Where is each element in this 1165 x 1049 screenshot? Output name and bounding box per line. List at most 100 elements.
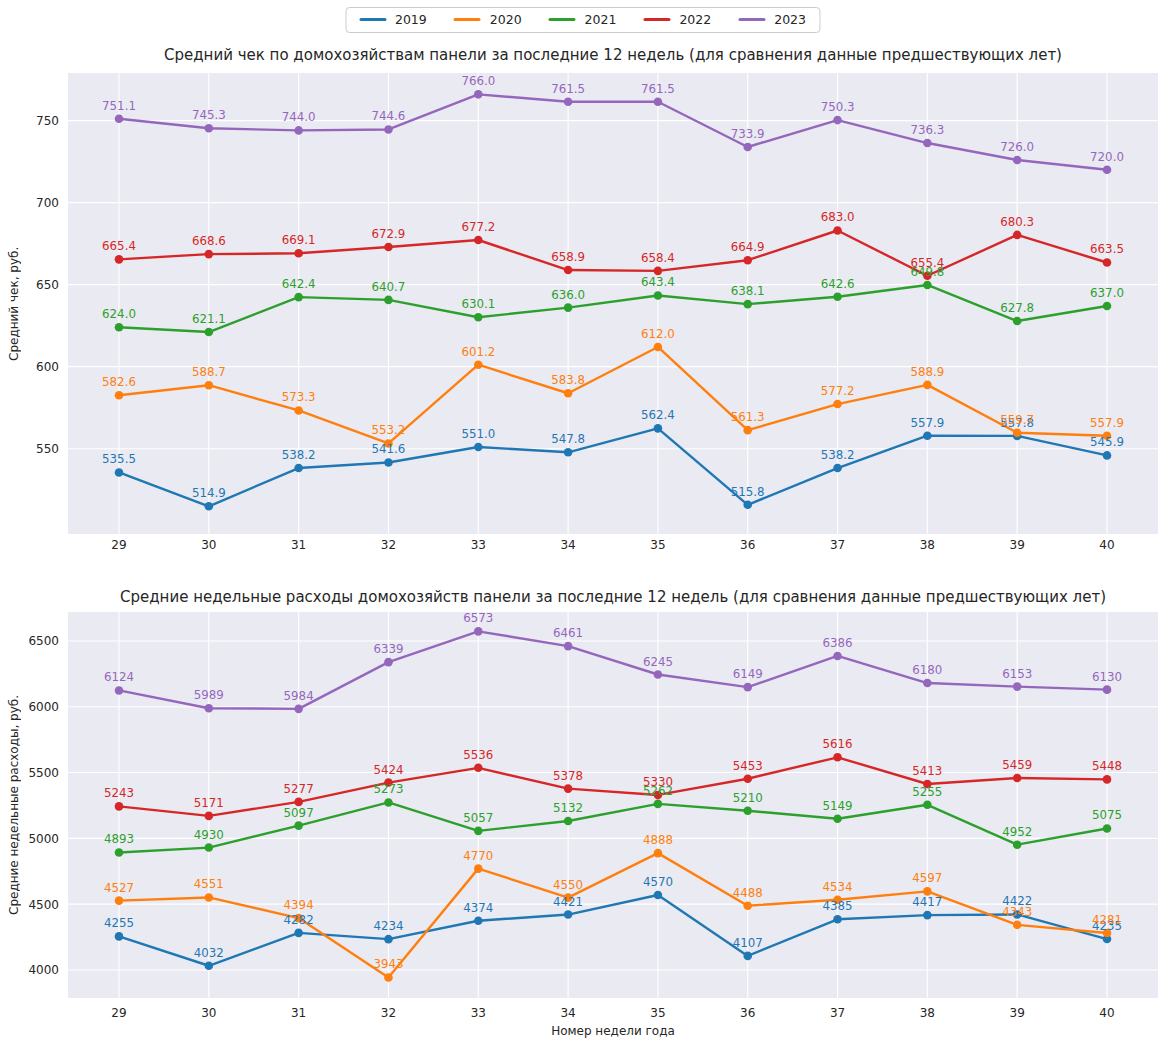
svg-text:4421: 4421 (553, 895, 583, 909)
svg-text:553.2: 553.2 (372, 423, 406, 437)
svg-text:573.3: 573.3 (282, 390, 316, 404)
svg-text:621.1: 621.1 (192, 312, 226, 326)
svg-text:5057: 5057 (463, 811, 493, 825)
svg-text:726.0: 726.0 (1000, 140, 1034, 154)
svg-text:6000: 6000 (28, 700, 59, 714)
svg-text:4550: 4550 (553, 878, 583, 892)
svg-text:31: 31 (291, 1006, 306, 1020)
legend-line-swatch (454, 18, 481, 21)
svg-text:664.9: 664.9 (731, 240, 765, 254)
chart2-title: Средние недельные расходы домохозяйств п… (68, 588, 1158, 606)
svg-text:557.9: 557.9 (1090, 416, 1124, 430)
svg-text:5171: 5171 (194, 796, 224, 810)
svg-text:514.9: 514.9 (192, 486, 226, 500)
svg-text:582.6: 582.6 (102, 375, 136, 389)
svg-text:3943: 3943 (373, 957, 403, 971)
svg-text:5097: 5097 (284, 806, 314, 820)
svg-text:750.3: 750.3 (821, 100, 855, 114)
svg-text:5616: 5616 (823, 737, 853, 751)
svg-text:640.7: 640.7 (372, 280, 406, 294)
svg-text:30: 30 (201, 1006, 216, 1020)
svg-text:761.5: 761.5 (551, 82, 585, 96)
svg-text:672.9: 672.9 (372, 227, 406, 241)
svg-text:642.6: 642.6 (821, 277, 855, 291)
svg-text:630.1: 630.1 (461, 297, 495, 311)
svg-text:627.8: 627.8 (1000, 301, 1034, 315)
svg-text:5243: 5243 (104, 786, 134, 800)
legend-item-2023: 2023 (738, 13, 806, 27)
svg-text:538.2: 538.2 (282, 448, 316, 462)
svg-text:557.9: 557.9 (910, 416, 944, 430)
svg-text:650: 650 (36, 278, 59, 292)
svg-text:643.4: 643.4 (641, 275, 675, 289)
svg-text:37: 37 (830, 1006, 845, 1020)
svg-text:36: 36 (740, 538, 755, 552)
svg-text:5424: 5424 (373, 763, 403, 777)
svg-text:37: 37 (830, 538, 845, 552)
legend-line-swatch (643, 18, 670, 21)
svg-text:4930: 4930 (194, 828, 224, 842)
x-tick-labels: 293031323334353637383940 (111, 538, 1114, 552)
plot-area (68, 73, 1158, 534)
svg-text:541.6: 541.6 (372, 442, 406, 456)
svg-text:5459: 5459 (1002, 758, 1032, 772)
svg-text:744.0: 744.0 (282, 110, 316, 124)
svg-text:4488: 4488 (733, 886, 763, 900)
chart1-title: Средний чек по домохозяйствам панели за … (68, 46, 1158, 64)
svg-text:30: 30 (201, 538, 216, 552)
svg-text:4534: 4534 (823, 880, 853, 894)
svg-text:5413: 5413 (912, 764, 942, 778)
svg-text:4000: 4000 (28, 963, 59, 977)
svg-text:29: 29 (111, 538, 126, 552)
svg-text:4417: 4417 (912, 895, 942, 909)
svg-text:665.4: 665.4 (102, 239, 136, 253)
svg-text:4374: 4374 (463, 901, 493, 915)
svg-text:612.0: 612.0 (641, 327, 675, 341)
svg-text:33: 33 (471, 1006, 486, 1020)
svg-text:4255: 4255 (104, 916, 134, 930)
svg-text:680.3: 680.3 (1000, 215, 1034, 229)
svg-text:600: 600 (36, 360, 59, 374)
svg-text:658.4: 658.4 (641, 251, 675, 265)
x-tick-labels: 293031323334353637383940 (111, 1006, 1114, 1020)
svg-text:34: 34 (560, 538, 575, 552)
svg-text:5075: 5075 (1092, 808, 1122, 822)
svg-text:6245: 6245 (643, 655, 673, 669)
svg-text:545.9: 545.9 (1090, 435, 1124, 449)
average-check-chart: 5506006507007502930313233343536373839405… (0, 72, 1165, 567)
svg-text:4570: 4570 (643, 875, 673, 889)
svg-text:766.0: 766.0 (461, 74, 495, 88)
svg-text:733.9: 733.9 (731, 127, 765, 141)
svg-text:736.3: 736.3 (910, 123, 944, 137)
svg-text:583.8: 583.8 (551, 373, 585, 387)
svg-text:4107: 4107 (733, 936, 763, 950)
svg-text:33: 33 (471, 538, 486, 552)
svg-text:638.1: 638.1 (731, 284, 765, 298)
svg-text:6573: 6573 (463, 611, 493, 625)
legend-item-2021: 2021 (549, 13, 617, 27)
svg-text:6124: 6124 (104, 670, 134, 684)
legend-label: 2020 (490, 13, 522, 27)
svg-text:745.3: 745.3 (192, 108, 226, 122)
svg-text:535.5: 535.5 (102, 452, 136, 466)
svg-text:5210: 5210 (733, 791, 763, 805)
legend-line-swatch (359, 18, 386, 21)
svg-text:5149: 5149 (823, 799, 853, 813)
legend-label: 2019 (395, 13, 427, 27)
svg-text:4527: 4527 (104, 881, 134, 895)
svg-text:655.4: 655.4 (910, 256, 944, 270)
legend: 20192020202120222023 (345, 7, 820, 33)
svg-text:5378: 5378 (553, 769, 583, 783)
x-axis-label: Номер недели года (68, 1024, 1158, 1038)
svg-text:538.2: 538.2 (821, 448, 855, 462)
legend-line-swatch (738, 18, 765, 21)
svg-text:669.1: 669.1 (282, 233, 316, 247)
legend-label: 2023 (774, 13, 806, 27)
svg-text:40: 40 (1099, 538, 1114, 552)
svg-text:5448: 5448 (1092, 759, 1122, 773)
svg-text:32: 32 (381, 1006, 396, 1020)
svg-text:4234: 4234 (373, 919, 403, 933)
svg-text:5989: 5989 (194, 688, 224, 702)
svg-text:744.6: 744.6 (372, 109, 406, 123)
y-tick-labels: 550600650700750 (36, 114, 59, 456)
